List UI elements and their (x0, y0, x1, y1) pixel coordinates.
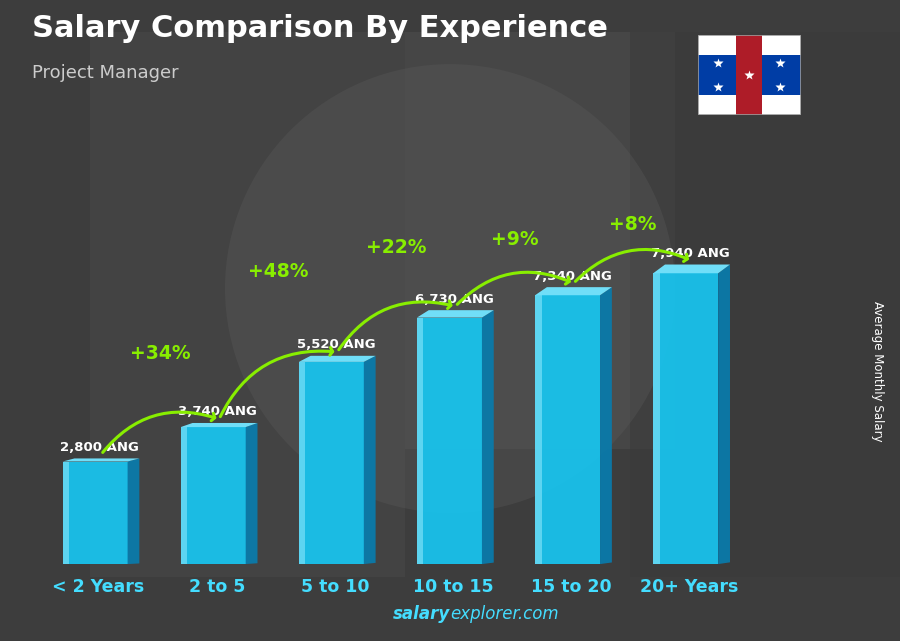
Text: explorer.com: explorer.com (450, 605, 559, 623)
Polygon shape (653, 265, 730, 273)
Polygon shape (364, 356, 375, 564)
Polygon shape (653, 273, 718, 564)
Polygon shape (417, 317, 424, 564)
Bar (405, 32, 675, 449)
Polygon shape (181, 423, 257, 427)
Text: +34%: +34% (130, 344, 190, 363)
Polygon shape (299, 362, 364, 564)
Polygon shape (536, 296, 600, 564)
Bar (630, 32, 900, 577)
Polygon shape (718, 265, 730, 564)
Text: +8%: +8% (608, 215, 656, 233)
Polygon shape (536, 296, 542, 564)
Text: 2,800 ANG: 2,800 ANG (60, 441, 140, 454)
Text: Salary Comparison By Experience: Salary Comparison By Experience (32, 14, 608, 43)
Text: 7,940 ANG: 7,940 ANG (651, 247, 730, 260)
Text: +9%: +9% (491, 230, 538, 249)
Text: 5,520 ANG: 5,520 ANG (297, 338, 375, 351)
Bar (698, 55, 801, 96)
Text: Project Manager: Project Manager (32, 64, 178, 82)
Bar (90, 32, 405, 577)
Polygon shape (600, 287, 612, 564)
Text: +22%: +22% (366, 238, 427, 257)
Polygon shape (181, 427, 246, 564)
Polygon shape (536, 287, 612, 296)
Polygon shape (128, 458, 140, 564)
Ellipse shape (225, 64, 675, 513)
Text: 6,730 ANG: 6,730 ANG (415, 292, 493, 306)
Bar (736, 35, 762, 115)
Polygon shape (299, 362, 305, 564)
Text: +48%: +48% (248, 262, 309, 281)
Polygon shape (181, 427, 187, 564)
Polygon shape (246, 423, 257, 564)
Polygon shape (653, 273, 660, 564)
Text: 3,740 ANG: 3,740 ANG (178, 405, 257, 419)
Text: salary: salary (392, 605, 450, 623)
Polygon shape (417, 310, 494, 317)
Polygon shape (417, 317, 482, 564)
Text: 7,340 ANG: 7,340 ANG (533, 270, 612, 283)
Polygon shape (63, 458, 140, 462)
Polygon shape (63, 462, 128, 564)
Polygon shape (299, 356, 375, 362)
Text: Average Monthly Salary: Average Monthly Salary (871, 301, 884, 442)
Polygon shape (482, 310, 494, 564)
Polygon shape (63, 462, 69, 564)
